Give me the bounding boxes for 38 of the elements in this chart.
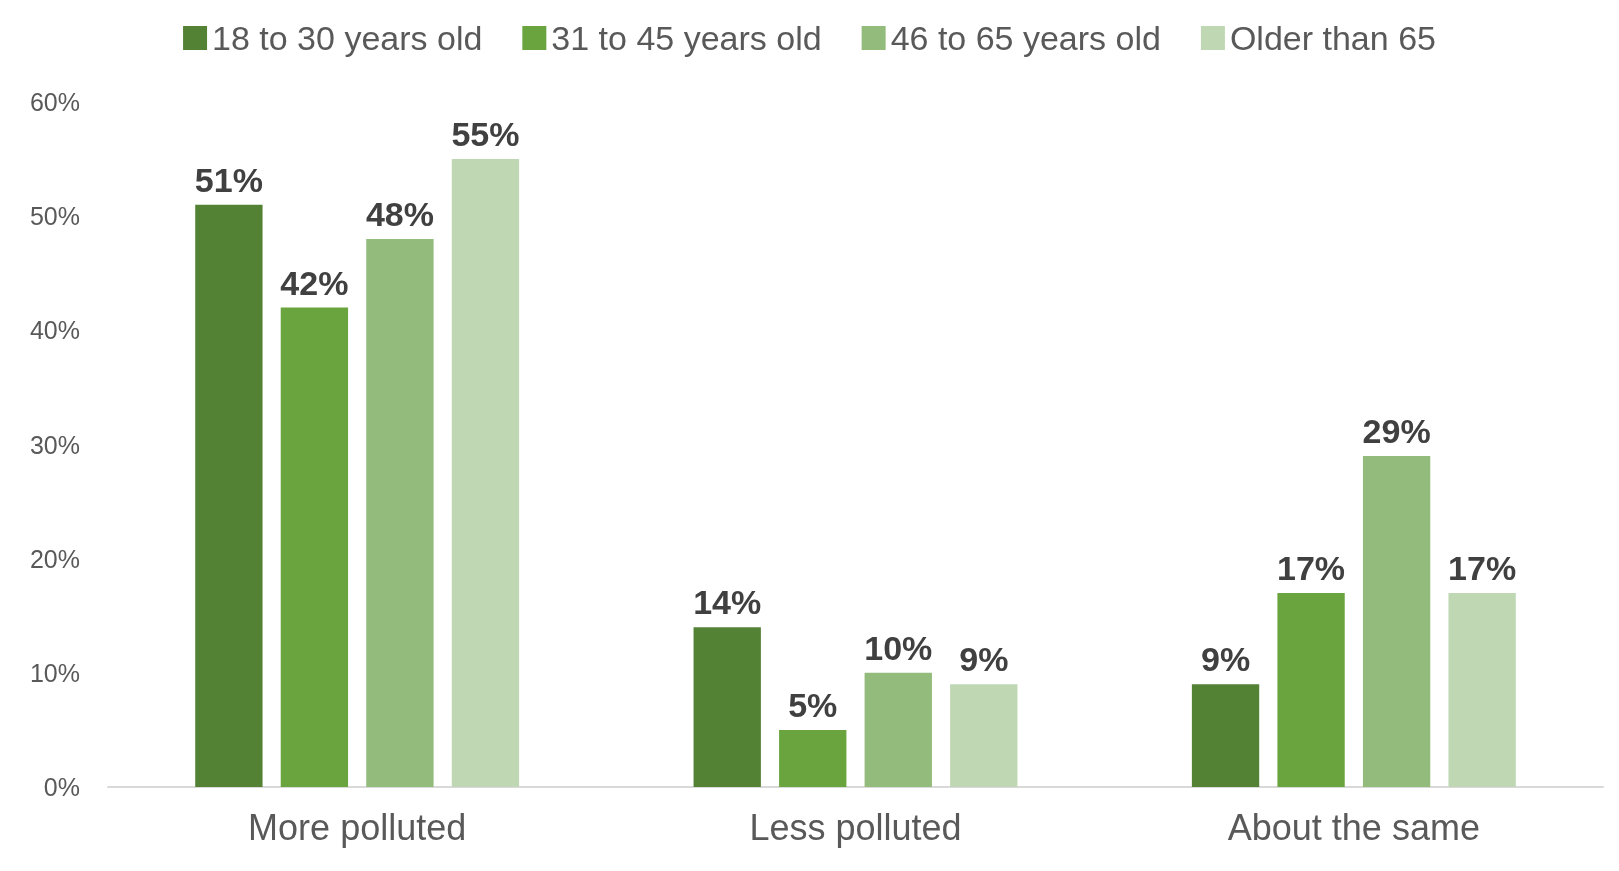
- y-tick-label: 60%: [29, 88, 80, 116]
- y-tick-label: 30%: [29, 430, 80, 459]
- bar: [451, 159, 520, 787]
- data-label: 29%: [1362, 411, 1431, 450]
- data-label: 9%: [1200, 640, 1251, 679]
- x-tick-label: About the same: [1227, 806, 1480, 848]
- y-tick-label: 50%: [29, 202, 80, 231]
- data-label: 48%: [365, 195, 434, 233]
- bar: [1191, 684, 1260, 787]
- y-tick-label: 0%: [43, 773, 80, 801]
- legend-label: 46 to 65 years old: [890, 19, 1161, 57]
- bar: [195, 204, 263, 787]
- data-label: 55%: [451, 115, 520, 154]
- bar: [864, 672, 932, 787]
- bar: [779, 729, 847, 787]
- data-label: 42%: [280, 263, 349, 302]
- data-label: 51%: [194, 160, 263, 199]
- data-label: 9%: [959, 640, 1009, 679]
- data-label: 5%: [788, 685, 838, 724]
- bar: [693, 627, 761, 787]
- x-tick-label: Less polluted: [749, 806, 962, 848]
- bar: [1448, 592, 1516, 787]
- y-tick-label: 10%: [29, 658, 80, 687]
- legend-label: 31 to 45 years old: [551, 19, 822, 57]
- legend-label: Older than 65: [1229, 19, 1436, 57]
- y-tick-label: 40%: [29, 316, 80, 345]
- data-label: 17%: [1448, 548, 1517, 587]
- bar: [1277, 592, 1345, 787]
- x-tick-label: More polluted: [248, 806, 467, 848]
- bar: [1362, 455, 1431, 787]
- bar: [950, 684, 1018, 787]
- bar: [280, 307, 349, 787]
- data-label: 17%: [1277, 548, 1346, 587]
- bar: [366, 239, 434, 787]
- y-tick-label: 20%: [29, 544, 80, 573]
- legend-label: 18 to 30 years old: [212, 19, 483, 57]
- data-label: 14%: [693, 583, 762, 622]
- data-label: 10%: [864, 628, 933, 667]
